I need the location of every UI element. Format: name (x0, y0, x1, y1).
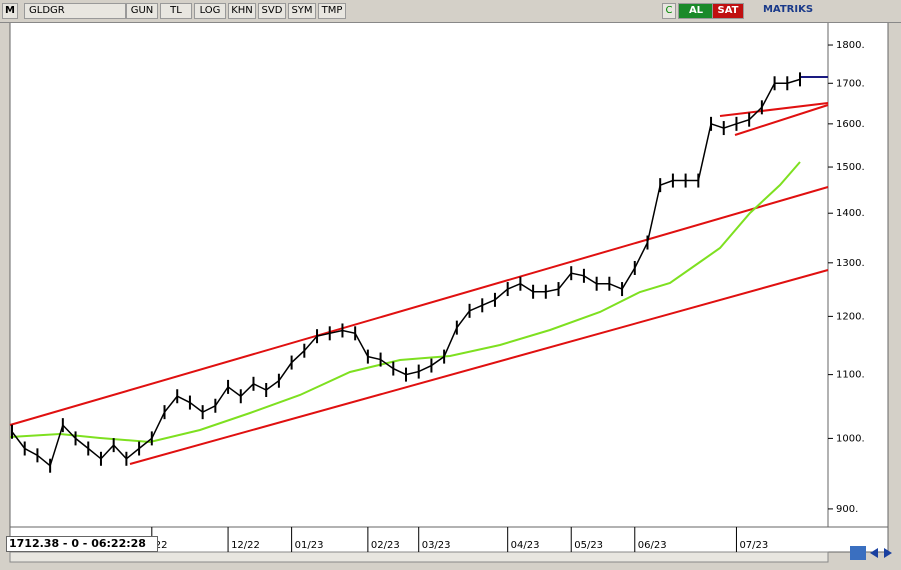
status-c[interactable]: C (662, 3, 676, 19)
channel-lower (129, 269, 829, 465)
toolbar-button[interactable]: LOG (194, 3, 226, 19)
y-tick-label: 1200. (836, 311, 865, 322)
y-tick-label: 1700. (836, 78, 865, 89)
prev-button[interactable] (870, 548, 878, 558)
x-tick-label: 03/23 (422, 540, 451, 551)
toolbar-button[interactable]: TMP (318, 3, 346, 19)
refresh-button[interactable] (850, 546, 866, 560)
next-button[interactable] (884, 548, 892, 558)
y-tick-label: 1100. (836, 370, 865, 381)
logo[interactable]: M (2, 3, 18, 19)
buy-button[interactable]: AL (678, 3, 714, 19)
y-tick-label: 1800. (836, 40, 865, 51)
triangle-upper (719, 102, 829, 117)
toolbar-button[interactable]: TL (160, 3, 192, 19)
triangle-lower (734, 104, 829, 136)
x-tick-label: 02/23 (371, 540, 400, 551)
x-tick-label: 01/23 (295, 540, 324, 551)
y-tick-label: 1400. (836, 208, 865, 219)
channel-upper (9, 186, 829, 426)
y-axis-area (827, 21, 889, 528)
x-tick-label: 04/23 (511, 540, 540, 551)
y-tick-label: 900. (836, 504, 858, 515)
x-tick-label: 05/23 (574, 540, 603, 551)
toolbar: M GLDGR GUN TL LOG KHN SVD SYM TMP C AL SAT MA… (0, 0, 901, 23)
toolbar-button[interactable]: KHN (228, 3, 256, 19)
symbol-box[interactable]: GLDGR (24, 3, 126, 19)
plot-area (9, 21, 829, 528)
x-tick-label: 12/22 (231, 540, 260, 551)
toolbar-button[interactable]: SYM (288, 3, 316, 19)
scrollbar[interactable] (9, 551, 829, 563)
y-tick-label: 1500. (836, 162, 865, 173)
x-tick-label: 22 (155, 540, 168, 551)
toolbar-button[interactable]: SVD (258, 3, 286, 19)
nav-buttons[interactable] (850, 546, 892, 560)
y-tick-label: 1000. (836, 433, 865, 444)
brand: MATRIKS (762, 4, 814, 15)
sell-button[interactable]: SAT (712, 3, 744, 19)
toolbar-button[interactable]: GUN (126, 3, 158, 19)
y-tick-label: 1600. (836, 119, 865, 130)
moving-average (9, 161, 801, 444)
x-tick-label: 07/23 (739, 540, 768, 551)
y-tick-label: 1300. (836, 258, 865, 269)
status-box: 1712.38 - 0 - 06:22:28 (6, 536, 158, 552)
x-tick-label: 06/23 (638, 540, 667, 551)
